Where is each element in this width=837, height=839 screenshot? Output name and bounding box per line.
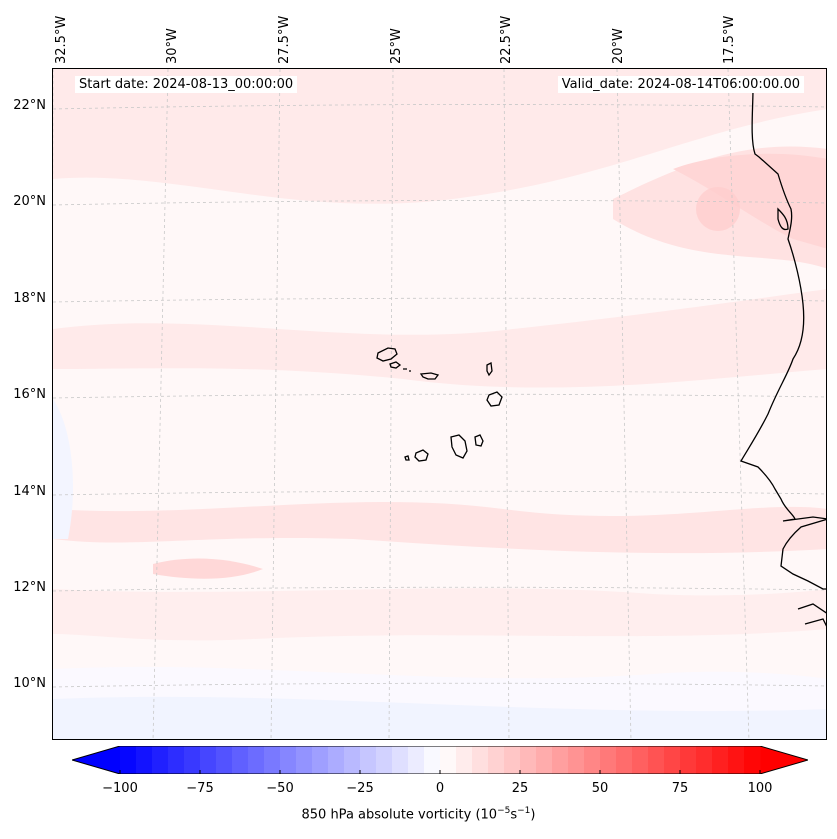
colorbar-segment (664, 746, 681, 774)
colorbar-segment (472, 746, 489, 774)
lat-labels: 22°N 20°N 18°N 16°N 14°N 12°N 10°N (0, 0, 46, 839)
colorbar-segment (616, 746, 633, 774)
coastline (740, 88, 826, 627)
africa-coastline (740, 88, 826, 522)
island-sal (486, 362, 493, 377)
colorbar-segment (152, 746, 169, 774)
colorbar-segment (376, 746, 393, 774)
lon-label-20w: 20°W (611, 28, 626, 64)
lon-label-30w: 30°W (165, 28, 180, 64)
colorbar-segment (456, 746, 473, 774)
colorbar-segment (408, 746, 425, 774)
colorbar-segment (296, 746, 313, 774)
colorbar-segment (168, 746, 185, 774)
island-sao-nicolau (419, 372, 440, 380)
colorbar-segment (728, 746, 745, 774)
colorbar (70, 745, 810, 775)
colorbar-segment (552, 746, 569, 774)
colorbar-label-end: ) (530, 807, 536, 823)
colorbar-tick-label: 0 (435, 781, 445, 796)
lat-label-18n: 18°N (13, 291, 46, 306)
colorbar-segment (584, 746, 601, 774)
colorbar-segment (744, 746, 761, 774)
colorbar-segment (568, 746, 585, 774)
colorbar-segment (712, 746, 729, 774)
colorbar-segment (360, 746, 377, 774)
africa-coastline-south (780, 518, 826, 590)
colorbar-label-mid: s (510, 807, 518, 823)
colorbar-segment (440, 746, 457, 774)
colorbar-segment (200, 746, 217, 774)
colorbar-extend-low (72, 746, 120, 774)
colorbar-segment (248, 746, 265, 774)
colorbar-segment (312, 746, 329, 774)
vorticity-map (52, 68, 827, 740)
colorbar-tick-label: −100 (102, 781, 138, 796)
colorbar-tick-label: 100 (747, 781, 773, 796)
island-santo-antao (376, 347, 398, 362)
lon-label-22-5w: 22.5°W (499, 15, 514, 64)
lat-label-14n: 14°N (13, 484, 46, 499)
banc-arguin (777, 207, 789, 231)
colorbar-label: 850 hPa absolute vorticity (10−5s−1) (0, 806, 837, 822)
colorbar-segment (232, 746, 249, 774)
lat-label-20n: 20°N (13, 194, 46, 209)
colorbar-segment (344, 746, 361, 774)
colorbar-segment (520, 746, 537, 774)
colorbar-label-exp1: −5 (497, 806, 511, 816)
island-santa-luzia (403, 368, 411, 372)
colorbar-svg (70, 745, 810, 775)
colorbar-tick-label: −25 (346, 781, 374, 796)
colorbar-segment (696, 746, 713, 774)
colorbar-segment (504, 746, 521, 774)
colorbar-segment (120, 746, 137, 774)
lon-label-32-5w: 32.5°W (54, 15, 69, 64)
gridlines (53, 69, 826, 739)
colorbar-segment (216, 746, 233, 774)
island-brava (404, 455, 410, 461)
lat-label-10n: 10°N (13, 676, 46, 691)
colorbar-segment (280, 746, 297, 774)
colorbar-label-exp2: −1 (517, 806, 531, 816)
lat-label-22n: 22°N (13, 98, 46, 113)
colorbar-segment (680, 746, 697, 774)
colorbar-segment (328, 746, 345, 774)
island-boa-vista (486, 391, 503, 407)
valid-date-label: Valid_date: 2024-08-14T06:00:00.00 (557, 76, 804, 93)
colorbar-tick-label: 75 (671, 781, 689, 796)
cape-verde-islands (376, 347, 503, 462)
colorbar-segment (424, 746, 441, 774)
island-santiago (450, 434, 468, 459)
coastal-islands (797, 603, 826, 627)
colorbar-segment (536, 746, 553, 774)
start-date-label: Start date: 2024-08-13_00:00:00 (75, 76, 298, 93)
colorbar-tick-label: −75 (186, 781, 214, 796)
colorbar-segment (488, 746, 505, 774)
island-maio (474, 434, 484, 447)
lon-label-17-5w: 17.5°W (722, 15, 737, 64)
vorticity-shading (53, 69, 826, 739)
colorbar-segment (648, 746, 665, 774)
colorbar-tick-label: −50 (266, 781, 294, 796)
lat-label-12n: 12°N (13, 580, 46, 595)
colorbar-segment (136, 746, 153, 774)
island-fogo (414, 449, 429, 462)
colorbar-segment (264, 746, 281, 774)
colorbar-tick-label: 50 (591, 781, 609, 796)
colorbar-segment (392, 746, 409, 774)
colorbar-label-main: 850 hPa absolute vorticity (10 (301, 807, 498, 823)
lon-label-25w: 25°W (389, 28, 404, 64)
colorbar-segment (184, 746, 201, 774)
island-sao-vicente (389, 361, 402, 369)
colorbar-segment (600, 746, 617, 774)
lat-label-16n: 16°N (13, 387, 46, 402)
colorbar-segment (632, 746, 649, 774)
lon-label-27-5w: 27.5°W (277, 15, 292, 64)
map-canvas (53, 69, 826, 739)
colorbar-tick-label: 25 (511, 781, 529, 796)
colorbar-extend-high (760, 746, 808, 774)
